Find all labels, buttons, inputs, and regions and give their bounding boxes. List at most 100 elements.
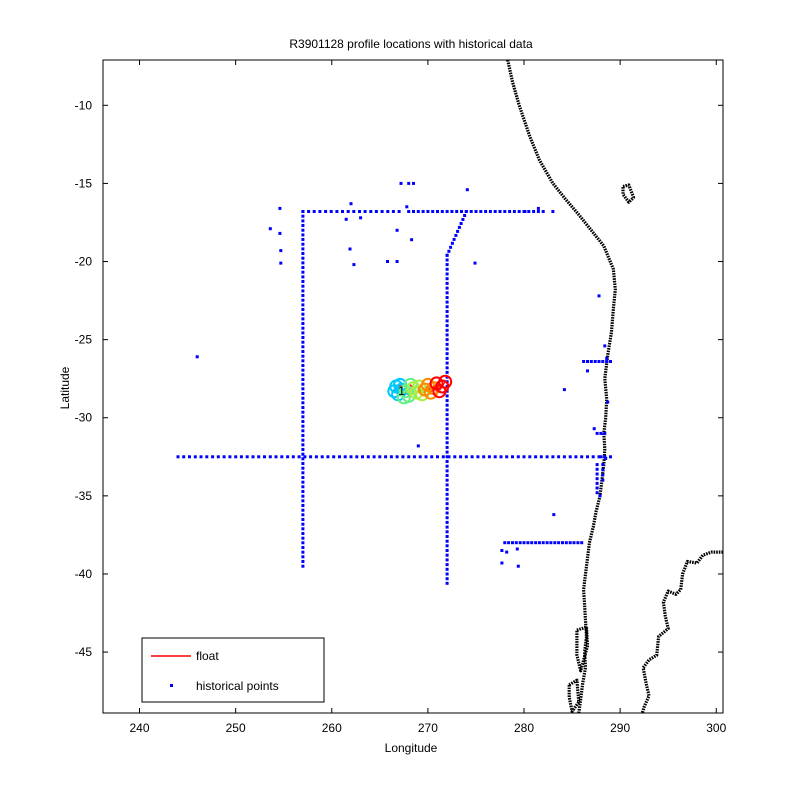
historical-point (445, 258, 449, 262)
historical-point (355, 455, 359, 459)
historical-point (586, 455, 589, 459)
historical-point (595, 491, 599, 495)
historical-point (562, 388, 566, 392)
historical-point (399, 181, 403, 185)
y-tick-label: -45 (75, 645, 93, 659)
historical-point (445, 549, 449, 552)
historical-point (301, 340, 305, 344)
historical-point (205, 455, 209, 459)
historical-point (597, 455, 601, 459)
historical-point (601, 473, 605, 477)
historical-point (445, 347, 449, 351)
historical-point (536, 206, 540, 210)
historical-point (352, 210, 356, 213)
historical-point (595, 486, 599, 490)
historical-point (455, 210, 459, 213)
y-axis-title: Latitude (58, 366, 72, 409)
historical-point (263, 455, 266, 459)
historical-point (412, 210, 415, 213)
x-tick-label: 280 (514, 721, 534, 735)
historical-point (445, 572, 449, 576)
historical-point (541, 541, 545, 545)
historical-point (301, 345, 305, 349)
historical-point (234, 455, 238, 459)
historical-point (488, 210, 492, 213)
historical-point (603, 431, 607, 435)
historical-point (445, 581, 449, 585)
historical-point (268, 227, 272, 231)
legend-historical-marker (170, 684, 173, 687)
historical-point (445, 253, 449, 257)
historical-point (301, 564, 305, 568)
historical-point (407, 455, 411, 459)
historical-point (228, 455, 232, 459)
historical-point (445, 291, 449, 295)
historical-point (580, 541, 584, 545)
legend-historical-label: historical points (196, 679, 279, 693)
y-tick-label: -15 (75, 176, 93, 190)
historical-point (445, 436, 449, 440)
historical-point (301, 294, 305, 297)
historical-point (445, 563, 449, 567)
historical-point (507, 541, 511, 545)
historical-point (301, 373, 305, 377)
historical-point (606, 400, 610, 404)
historical-point (418, 455, 422, 459)
historical-point (595, 472, 599, 476)
historical-point (431, 210, 435, 213)
historical-point (586, 369, 589, 373)
historical-point (441, 455, 445, 459)
historical-point (445, 558, 449, 562)
historical-point (301, 392, 305, 395)
historical-point (562, 455, 566, 459)
historical-point (301, 284, 305, 288)
historical-point (176, 455, 180, 459)
historical-point (445, 511, 449, 515)
historical-point (389, 455, 393, 459)
historical-point (349, 455, 353, 459)
historical-point (386, 260, 389, 263)
historical-point (410, 238, 414, 242)
historical-point (222, 455, 226, 459)
historical-point (564, 541, 568, 545)
historical-point (447, 249, 451, 253)
historical-point (568, 455, 572, 459)
historical-point (500, 561, 504, 565)
x-tick-label: 300 (706, 721, 726, 735)
historical-point (416, 444, 420, 448)
historical-point (279, 261, 283, 265)
historical-point (199, 455, 203, 459)
historical-point (301, 247, 305, 251)
historical-point (188, 455, 191, 459)
historical-point (445, 441, 449, 445)
historical-point (549, 541, 553, 545)
historical-point (553, 541, 557, 545)
historical-point (508, 210, 512, 213)
historical-point (574, 455, 578, 459)
y-tick-label: -20 (75, 255, 93, 269)
historical-point (445, 427, 449, 431)
historical-point (456, 229, 460, 233)
historical-point (453, 455, 457, 459)
historical-point (505, 550, 509, 554)
historical-point (591, 455, 595, 459)
historical-point (366, 455, 370, 459)
historical-point (551, 455, 555, 459)
historical-point (278, 206, 282, 210)
historical-point (301, 219, 305, 223)
historical-point (500, 549, 504, 552)
historical-point (597, 294, 601, 298)
historical-point (511, 455, 514, 459)
historical-point (454, 233, 458, 237)
historical-point (445, 502, 449, 506)
historical-point (395, 260, 399, 263)
historical-point (407, 181, 411, 185)
historical-point (391, 210, 395, 213)
historical-point (239, 455, 243, 459)
historical-point (516, 455, 520, 459)
historical-point (523, 210, 527, 213)
historical-point (372, 455, 376, 459)
historical-point (445, 300, 449, 304)
historical-point (516, 564, 520, 568)
